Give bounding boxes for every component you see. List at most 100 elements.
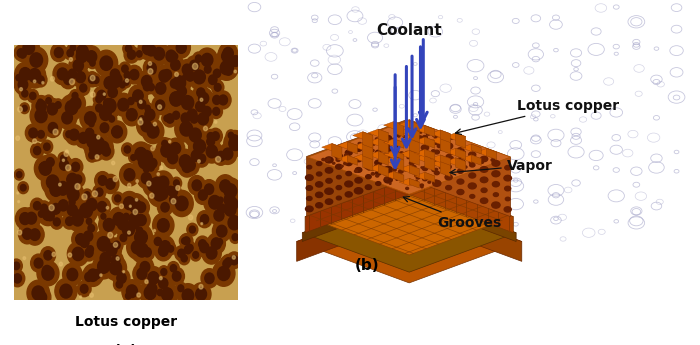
Circle shape: [141, 172, 151, 184]
Circle shape: [205, 71, 220, 88]
Circle shape: [145, 161, 157, 174]
Circle shape: [216, 56, 237, 80]
Circle shape: [18, 107, 22, 112]
Circle shape: [444, 164, 447, 167]
Polygon shape: [430, 160, 450, 167]
Circle shape: [29, 128, 38, 138]
Circle shape: [186, 71, 195, 81]
Circle shape: [154, 237, 162, 245]
Circle shape: [134, 224, 145, 237]
Circle shape: [438, 145, 442, 148]
Circle shape: [389, 183, 391, 184]
Circle shape: [43, 143, 50, 150]
Circle shape: [344, 162, 347, 165]
Circle shape: [142, 42, 153, 55]
Circle shape: [167, 152, 178, 164]
Circle shape: [437, 158, 438, 159]
Circle shape: [58, 200, 68, 211]
Circle shape: [36, 159, 50, 176]
Circle shape: [202, 140, 222, 163]
Circle shape: [449, 157, 453, 159]
Circle shape: [393, 169, 396, 171]
Circle shape: [197, 160, 200, 163]
Circle shape: [36, 100, 46, 112]
Circle shape: [192, 180, 202, 191]
Circle shape: [200, 98, 203, 101]
Polygon shape: [486, 148, 497, 160]
Circle shape: [363, 147, 365, 148]
Circle shape: [124, 197, 135, 210]
Circle shape: [93, 185, 106, 199]
Circle shape: [204, 66, 211, 73]
Circle shape: [136, 227, 143, 234]
Circle shape: [434, 135, 438, 137]
Circle shape: [10, 259, 22, 273]
Circle shape: [398, 136, 400, 137]
Circle shape: [325, 188, 333, 194]
Circle shape: [421, 151, 422, 152]
Circle shape: [150, 147, 155, 151]
Circle shape: [385, 157, 391, 161]
Circle shape: [159, 70, 169, 82]
Circle shape: [181, 255, 188, 262]
Circle shape: [72, 92, 78, 99]
Circle shape: [231, 56, 240, 67]
Circle shape: [70, 45, 76, 51]
Circle shape: [443, 148, 444, 149]
Circle shape: [460, 157, 465, 160]
Circle shape: [67, 268, 78, 280]
Circle shape: [136, 113, 148, 126]
Circle shape: [161, 144, 172, 157]
Circle shape: [22, 90, 28, 97]
Circle shape: [181, 155, 200, 176]
Circle shape: [433, 134, 437, 137]
Circle shape: [414, 128, 416, 129]
Polygon shape: [363, 142, 373, 160]
Circle shape: [139, 100, 142, 104]
Circle shape: [150, 193, 154, 198]
Circle shape: [141, 105, 159, 125]
Circle shape: [170, 265, 176, 272]
Circle shape: [198, 113, 209, 125]
Circle shape: [218, 204, 226, 213]
Circle shape: [220, 180, 231, 193]
Circle shape: [129, 213, 141, 226]
Circle shape: [70, 90, 80, 102]
Circle shape: [316, 203, 323, 208]
Circle shape: [305, 206, 313, 212]
Circle shape: [395, 133, 400, 136]
Circle shape: [151, 78, 170, 99]
Circle shape: [64, 151, 69, 156]
Polygon shape: [430, 137, 450, 144]
Circle shape: [169, 140, 171, 143]
Circle shape: [168, 70, 190, 96]
Circle shape: [344, 154, 349, 157]
Circle shape: [469, 152, 476, 157]
Circle shape: [440, 149, 442, 150]
Polygon shape: [368, 129, 388, 137]
Circle shape: [65, 180, 74, 191]
Circle shape: [113, 213, 125, 226]
Circle shape: [85, 112, 96, 125]
Circle shape: [108, 121, 127, 143]
Circle shape: [470, 195, 475, 198]
Circle shape: [371, 168, 374, 170]
Circle shape: [167, 138, 185, 159]
Circle shape: [42, 266, 54, 280]
Circle shape: [160, 277, 162, 280]
Circle shape: [183, 105, 201, 125]
Circle shape: [67, 197, 77, 208]
Circle shape: [125, 79, 129, 82]
Circle shape: [358, 157, 362, 160]
Circle shape: [193, 108, 213, 130]
Circle shape: [136, 243, 148, 257]
Circle shape: [184, 157, 197, 172]
Circle shape: [132, 240, 149, 259]
Circle shape: [188, 215, 193, 220]
Circle shape: [131, 155, 136, 160]
Circle shape: [326, 199, 332, 204]
Circle shape: [178, 249, 185, 257]
Circle shape: [36, 292, 47, 303]
Circle shape: [121, 225, 130, 236]
Circle shape: [462, 151, 466, 154]
